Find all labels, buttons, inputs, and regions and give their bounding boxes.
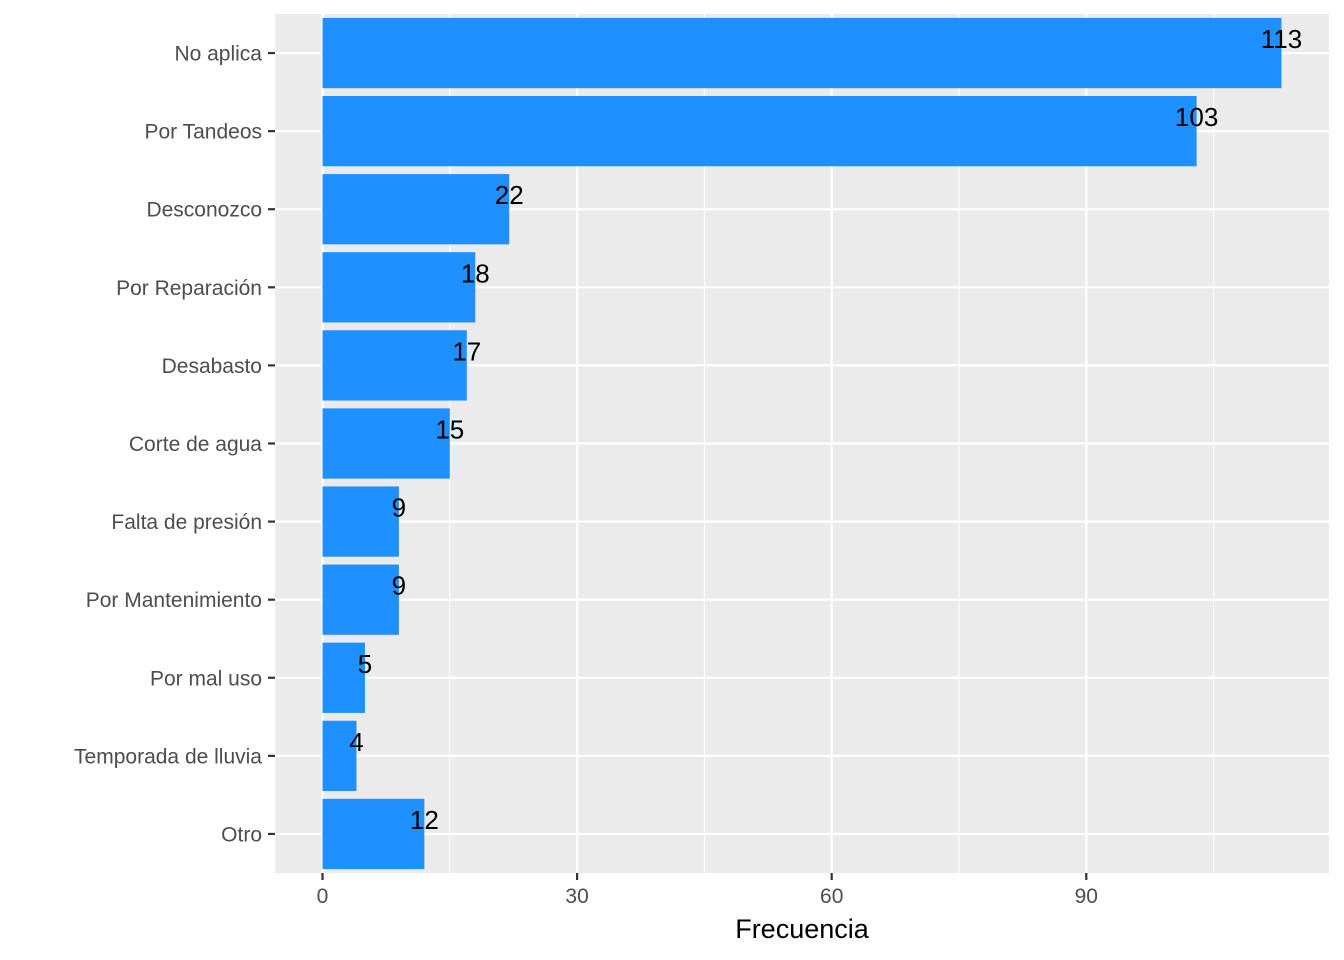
y-tick-label: Por Mantenimiento	[86, 589, 262, 612]
y-tick-label: Otro	[221, 823, 262, 846]
data-label: 9	[392, 493, 406, 523]
bar	[322, 17, 1282, 89]
data-label: 4	[349, 727, 363, 757]
data-label: 103	[1175, 102, 1218, 132]
data-label: 15	[435, 415, 464, 445]
bar	[322, 252, 476, 323]
y-tick-label: No aplica	[174, 43, 262, 66]
bar	[322, 95, 1197, 167]
x-tick-label: 0	[317, 885, 329, 908]
y-tick-label: Por Reparación	[116, 277, 262, 300]
data-label: 9	[392, 571, 406, 601]
y-tick-label: Desabasto	[162, 355, 262, 378]
y-tick-label: Por Tandeos	[144, 121, 262, 144]
bar	[322, 798, 425, 870]
y-axis: No aplica Por Tandeos Desconozco Por Repara…	[74, 43, 275, 846]
bar	[322, 564, 399, 635]
data-label: 12	[410, 805, 439, 835]
bar	[322, 486, 399, 557]
y-tick-label: Temporada de lluvia	[74, 745, 262, 768]
data-label: 22	[495, 180, 524, 210]
x-tick-label: 60	[820, 885, 843, 908]
y-tick-label: Falta de presión	[111, 511, 262, 534]
x-tick-label: 90	[1075, 885, 1098, 908]
y-tick-label: Corte de agua	[129, 433, 262, 456]
data-label: 113	[1261, 24, 1302, 54]
data-label: 5	[358, 649, 372, 679]
data-label: 18	[461, 258, 490, 288]
bar	[322, 174, 510, 245]
bar	[322, 330, 467, 401]
y-tick-label: Por mal uso	[150, 667, 262, 690]
bar	[322, 720, 357, 792]
x-axis: 0 30 60 90	[317, 873, 1098, 908]
data-labels: 113 103 22 18 17 15 9 9 5 4 12	[349, 24, 1302, 835]
x-tick-label: 30	[565, 885, 588, 908]
data-label: 17	[452, 336, 481, 366]
x-axis-title: Frecuencia	[735, 914, 870, 944]
bar	[322, 408, 450, 479]
bars	[322, 17, 1282, 870]
y-tick-label: Desconozco	[146, 199, 262, 222]
bar	[322, 642, 365, 713]
